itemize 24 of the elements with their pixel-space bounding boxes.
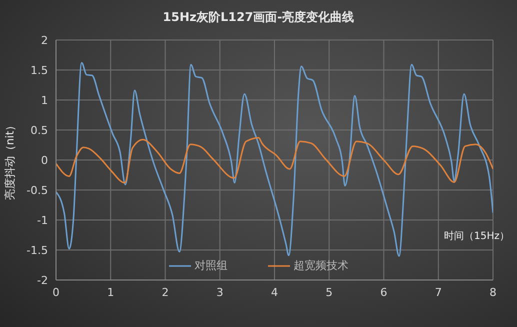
x-tick-label: 2: [162, 286, 169, 299]
x-tick-label: 0: [52, 286, 60, 299]
x-tick-label: 6: [380, 286, 388, 299]
x-tick-label: 8: [490, 286, 496, 299]
line-series: [56, 137, 493, 184]
y-tick-label: 2: [41, 34, 48, 47]
y-tick-label: -2: [37, 274, 48, 287]
y-tick-label: 1.5: [30, 64, 48, 77]
y-tick-label: 1: [41, 94, 48, 107]
y-tick-label: 0: [41, 154, 48, 167]
x-tick-label: 1: [107, 286, 114, 299]
legend-label: 对照组: [194, 258, 228, 273]
y-tick-label: -0.5: [26, 184, 48, 197]
y-tick-label: -1: [37, 214, 48, 227]
chart-title: 15Hz灰阶L127画面-亮度变化曲线: [162, 9, 356, 26]
x-axis-title: 时间（15Hz）: [444, 230, 510, 243]
y-tick-label: 0.5: [30, 124, 48, 137]
x-tick-label: 3: [216, 286, 224, 299]
y-axis-title: 亮度抖动（nit）: [2, 120, 18, 200]
x-tick-label: 4: [271, 286, 278, 299]
x-tick-label: 5: [326, 286, 333, 299]
x-tick-label: 7: [434, 286, 442, 299]
y-tick-label: -1.5: [26, 244, 48, 257]
legend-label: 超宽频技术: [292, 258, 348, 273]
